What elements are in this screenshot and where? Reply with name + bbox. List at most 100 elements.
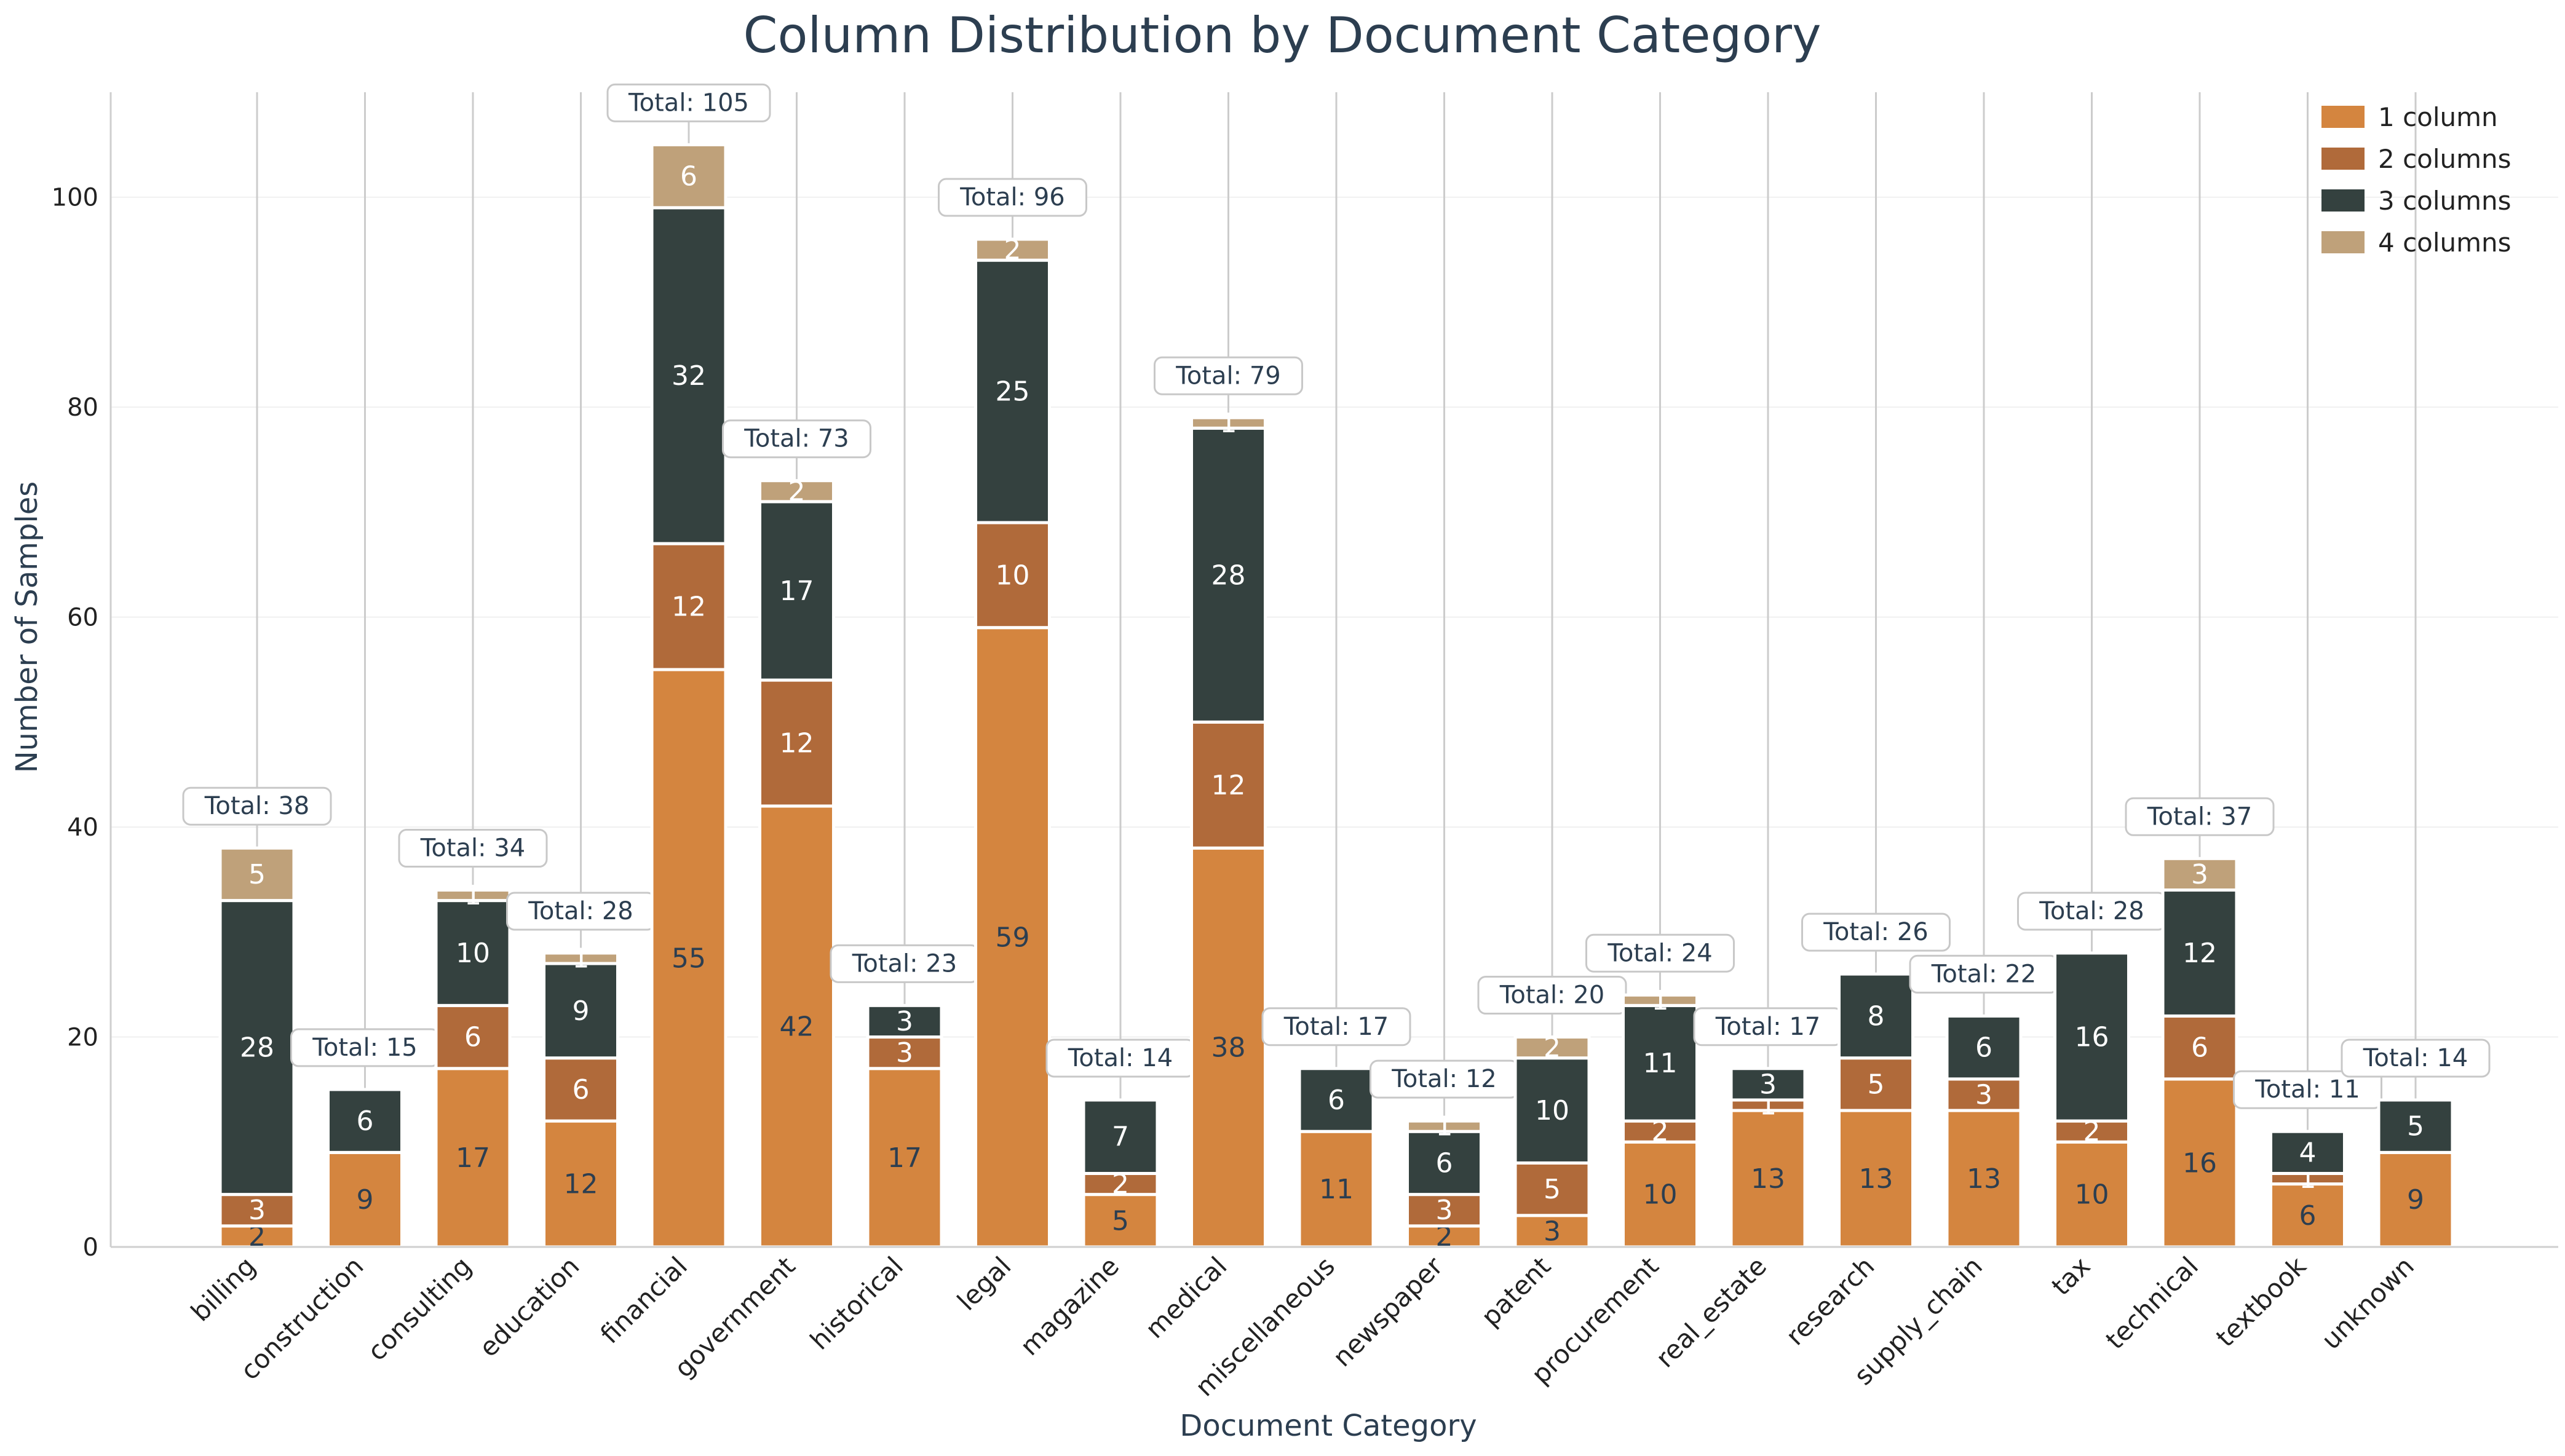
total-label-box: [2341, 1039, 2491, 1078]
segment-value-label: 6: [1975, 1032, 1992, 1064]
bar-segment: [1190, 846, 1267, 1249]
bar-segment: [1945, 1014, 2023, 1081]
segment-value-label: 10: [1643, 1179, 1678, 1211]
bar-segment: [1622, 993, 1699, 1007]
segment-value-label: 25: [996, 376, 1030, 408]
total-label-box: [1154, 356, 1303, 395]
legend-entry: 3 columns: [2321, 186, 2511, 216]
x-tick-label: research: [1780, 1251, 1880, 1351]
bar-segment: [650, 143, 727, 210]
bar-stack-financial: 55 12 32 6 Total: 105: [606, 83, 771, 1249]
bar-segment: [2269, 1130, 2346, 1175]
segment-value-label: 6: [2191, 1032, 2208, 1064]
legend-label: 4 columns: [2378, 228, 2511, 258]
x-tick-label: billing: [185, 1251, 261, 1327]
legend-swatch: [2321, 189, 2365, 212]
segment-value-label: 1: [573, 943, 590, 975]
segment-value-label: 3: [896, 1037, 913, 1069]
total-label: Total: 105: [628, 89, 749, 117]
legend: 1 column 2 columns 3 columns 4 columns: [2321, 102, 2511, 258]
y-tick-label: 100: [52, 184, 98, 212]
bar-segment: [974, 626, 1051, 1249]
legend-swatch: [2321, 148, 2365, 170]
bar-stack-consulting: 17 6 10 1 Total: 34: [398, 829, 548, 1249]
x-tick-label: medical: [1140, 1251, 1233, 1344]
bar-segment: [2161, 888, 2238, 1018]
legend-entry: 2 columns: [2321, 144, 2511, 174]
bar-stack-supply_chain: 13 3 6 Total: 22: [1909, 954, 2059, 1249]
x-tick-label: financial: [595, 1251, 693, 1349]
segment-value-label: 3: [1436, 1195, 1453, 1226]
x-tick-label: textbook: [2210, 1251, 2312, 1353]
y-tick-label: 40: [67, 813, 98, 842]
y-tick-label: 80: [67, 394, 98, 422]
total-label: Total: 34: [420, 834, 526, 863]
segment-value-label: 38: [1211, 1032, 1246, 1064]
segment-value-label: 3: [2191, 859, 2208, 890]
bar-segment: [542, 1119, 619, 1249]
bar-segment: [1406, 1119, 1483, 1133]
total-label-box: [2233, 1070, 2382, 1109]
bar-segment: [1838, 972, 1914, 1060]
segment-value-label: 2: [1544, 1032, 1561, 1064]
bar-segment: [2377, 1098, 2454, 1154]
segment-value-label: 3: [896, 1006, 913, 1037]
segment-value-label: 12: [2182, 938, 2217, 969]
x-axis-title: Document Category: [1179, 1409, 1477, 1443]
segment-value-label: 9: [2407, 1184, 2424, 1216]
bar-stack-unknown: 9 5 Total: 14: [2341, 1039, 2491, 1249]
segment-value-label: 8: [1868, 1000, 1885, 1032]
segment-value-label: 3: [1975, 1079, 1992, 1110]
x-tick-label: education: [474, 1251, 585, 1363]
segment-value-label: 6: [680, 161, 697, 192]
segment-value-label: 9: [573, 995, 590, 1027]
segment-value-label: 12: [564, 1169, 598, 1200]
y-tick-label: 60: [67, 604, 98, 632]
total-label: Total: 24: [1607, 939, 1713, 967]
segment-value-label: 12: [1211, 770, 1246, 801]
segment-value-label: 59: [996, 922, 1030, 953]
segment-value-label: 5: [1868, 1069, 1885, 1100]
x-tick-label: consulting: [362, 1251, 477, 1366]
total-label: Total: 20: [1499, 981, 1605, 1010]
segment-value-label: 3: [1759, 1069, 1777, 1100]
total-label: Total: 23: [852, 949, 957, 978]
segment-value-label: 32: [672, 360, 706, 392]
total-label-box: [938, 178, 1087, 217]
bar-stack-technical: 16 6 12 3 Total: 37: [2125, 797, 2275, 1249]
total-label: Total: 38: [204, 792, 310, 820]
total-label-box: [1585, 933, 1735, 973]
total-label-box: [1261, 1007, 1411, 1046]
bar-segment: [2053, 951, 2130, 1123]
bar-segment: [1729, 1067, 1807, 1102]
x-tick-label: tax: [2046, 1251, 2096, 1301]
segment-value-label: 28: [1211, 560, 1246, 591]
bar-segment: [1513, 1035, 1591, 1060]
segment-value-label: 10: [456, 938, 490, 969]
segment-value-label: 5: [1112, 1205, 1129, 1236]
segment-value-label: 5: [248, 859, 266, 890]
segment-value-label: 28: [240, 1032, 274, 1064]
bar-segment: [1406, 1224, 1483, 1249]
legend-swatch: [2321, 231, 2365, 253]
total-label: Total: 26: [1823, 918, 1929, 946]
segment-value-label: 12: [672, 592, 706, 623]
bar-segment: [1082, 1098, 1159, 1175]
chart-title: Column Distribution by Document Category: [743, 7, 1822, 64]
segment-value-label: 1: [1220, 408, 1237, 439]
x-tick-label: legal: [951, 1251, 1017, 1316]
segment-value-label: 6: [1328, 1085, 1345, 1116]
legend-entry: 1 column: [2321, 102, 2498, 132]
bar-segment: [1513, 1161, 1591, 1217]
total-label: Total: 28: [2039, 897, 2144, 925]
bar-segment: [1190, 720, 1267, 850]
y-axis-title: Number of Samples: [10, 481, 44, 774]
segment-value-label: 10: [2075, 1179, 2109, 1211]
segment-value-label: 12: [780, 728, 814, 759]
y-tick-label: 0: [83, 1233, 98, 1262]
